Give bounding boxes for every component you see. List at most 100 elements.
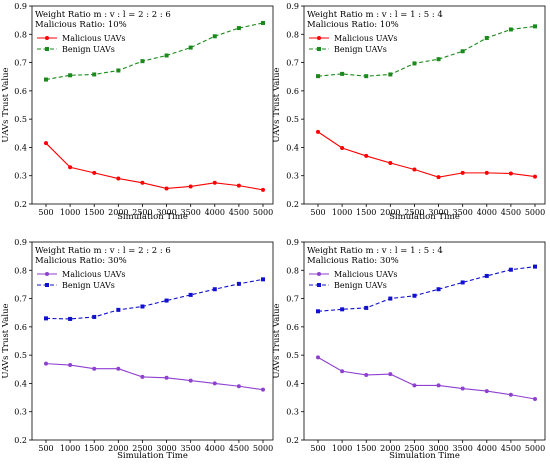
data-point-malicious <box>212 180 217 185</box>
y-tick-label: 0.4 <box>286 379 299 388</box>
legend-marker-malicious <box>317 36 321 40</box>
benign-series-line <box>317 25 536 77</box>
x-axis-label: Simulation Time <box>117 212 188 222</box>
legend-label: Benign UAVs <box>334 281 387 290</box>
y-tick-label: 0.7 <box>286 295 299 304</box>
x-tick-label: 2500 <box>404 444 424 453</box>
data-point-benign <box>164 53 169 58</box>
data-point-malicious <box>412 383 417 388</box>
legend-marker-benign <box>45 47 49 51</box>
data-point-benign <box>261 277 265 282</box>
data-point-malicious <box>261 187 265 192</box>
data-point-benign <box>436 57 441 62</box>
data-point-benign <box>212 287 217 292</box>
data-point-benign <box>116 307 121 312</box>
legend-label: Malicious UAVs <box>334 34 398 43</box>
data-point-malicious <box>484 389 489 394</box>
x-tick-label: 1500 <box>84 444 104 453</box>
data-point-malicious <box>44 361 48 366</box>
data-point-malicious <box>364 153 369 158</box>
data-point-malicious <box>44 141 48 146</box>
annotation-malicious-ratio: Malicious Ratio: 30% <box>307 256 399 266</box>
plot-frame <box>31 5 274 205</box>
annotation-malicious-ratio: Malicious Ratio: 10% <box>307 20 399 30</box>
data-point-malicious <box>316 355 320 360</box>
y-tick-label: 0.3 <box>14 172 27 181</box>
x-axis-label: Simulation Time <box>389 451 460 461</box>
annotation-malicious-ratio: Malicious Ratio: 30% <box>35 256 127 266</box>
data-point-benign <box>236 26 241 31</box>
data-point-malicious <box>460 170 465 175</box>
data-point-malicious <box>68 363 73 368</box>
x-tick-label: 2000 <box>108 208 128 217</box>
data-point-malicious <box>484 170 489 175</box>
benign-series-line <box>45 22 264 81</box>
y-tick-label: 0.6 <box>286 323 299 332</box>
data-point-benign <box>261 20 265 25</box>
x-tick-label: 5000 <box>253 208 273 217</box>
data-point-benign <box>460 49 465 54</box>
data-point-malicious <box>236 384 241 389</box>
data-point-benign <box>340 71 345 76</box>
plot-frame <box>303 5 546 205</box>
x-tick-label: 1000 <box>332 208 352 217</box>
annotation-weight-ratio: Weight Ratio m : v : l = 1 : 5 : 4 <box>307 10 443 20</box>
y-axis-label: UAVs Trust Value <box>1 303 11 378</box>
data-point-malicious <box>164 186 169 191</box>
plot-frame <box>303 241 546 441</box>
data-point-benign <box>316 74 320 79</box>
y-tick-label: 0.7 <box>286 59 299 68</box>
legend-label: Benign UAVs <box>62 45 115 54</box>
x-tick-label: 1000 <box>332 444 352 453</box>
data-point-benign <box>188 292 193 297</box>
legend-marker-benign <box>317 47 321 51</box>
legend-label: Malicious UAVs <box>334 270 398 279</box>
x-tick-label: 2500 <box>132 208 152 217</box>
y-tick-label: 0.5 <box>14 115 27 124</box>
data-point-benign <box>116 68 121 73</box>
y-tick-label: 0.6 <box>286 87 299 96</box>
data-point-benign <box>92 72 97 77</box>
data-point-benign <box>508 27 513 32</box>
data-point-malicious <box>508 392 513 397</box>
legend-marker-benign <box>317 283 321 287</box>
data-point-malicious <box>316 129 320 134</box>
x-tick-label: 2000 <box>380 444 400 453</box>
x-tick-label: 2500 <box>404 208 424 217</box>
x-tick-label: 4500 <box>229 444 249 453</box>
data-point-benign <box>68 73 73 78</box>
x-axis-label: Simulation Time <box>117 451 188 461</box>
chart-panel-bottom-left: 0.2 0.3 0.4 0.5 0.6 0.7 0.8 0.9 500 1000 1500 2000 2… <box>1 238 274 461</box>
x-tick-label: 3000 <box>156 208 176 217</box>
x-tick-label: 4500 <box>501 444 521 453</box>
x-tick-label: 3500 <box>180 444 200 453</box>
data-point-malicious <box>261 387 265 392</box>
data-point-benign <box>44 316 48 321</box>
data-point-benign <box>140 59 145 64</box>
data-point-malicious <box>533 396 537 401</box>
malicious-series-line <box>45 363 264 391</box>
data-point-malicious <box>460 386 465 391</box>
x-tick-label: 4500 <box>501 208 521 217</box>
data-point-malicious <box>188 378 193 383</box>
legend-marker-benign <box>45 283 49 287</box>
x-tick-label: 1000 <box>60 444 80 453</box>
data-point-malicious <box>116 366 121 371</box>
annotation-weight-ratio: Weight Ratio m : v : l = 2 : 2 : 6 <box>35 10 171 20</box>
x-tick-label: 5000 <box>525 444 545 453</box>
x-tick-label: 3500 <box>180 208 200 217</box>
data-point-malicious <box>164 375 169 380</box>
plot-frame <box>31 241 274 441</box>
x-tick-label: 5000 <box>253 444 273 453</box>
data-point-benign <box>508 267 513 272</box>
annotation-malicious-ratio: Malicious Ratio: 10% <box>35 20 127 30</box>
data-point-malicious <box>188 184 193 189</box>
y-tick-label: 0.4 <box>14 143 27 152</box>
malicious-series-line <box>317 131 536 178</box>
y-tick-label: 0.6 <box>14 323 27 332</box>
data-point-benign <box>388 296 393 301</box>
data-point-malicious <box>508 171 513 176</box>
data-point-malicious <box>116 176 121 181</box>
y-tick-label: 0.3 <box>286 172 299 181</box>
